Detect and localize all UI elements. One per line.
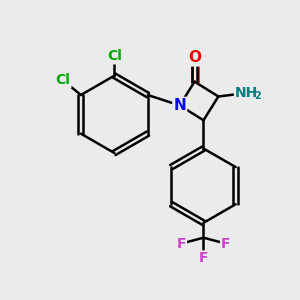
Text: N: N [173,98,186,113]
Text: NH: NH [235,86,258,100]
Text: F: F [199,251,208,266]
Text: Cl: Cl [107,50,122,63]
Text: F: F [176,237,186,250]
Text: O: O [188,50,201,65]
Text: Cl: Cl [56,73,70,87]
Text: F: F [221,237,230,250]
Text: 2: 2 [255,91,261,101]
